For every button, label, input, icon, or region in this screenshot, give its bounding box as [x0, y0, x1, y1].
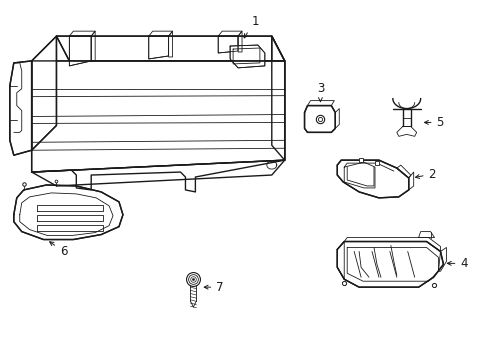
Text: 7: 7: [204, 281, 224, 294]
Polygon shape: [149, 36, 169, 59]
Polygon shape: [305, 105, 335, 132]
Polygon shape: [32, 61, 285, 172]
Text: 4: 4: [447, 257, 468, 270]
Polygon shape: [337, 242, 443, 287]
Polygon shape: [337, 160, 409, 198]
Polygon shape: [32, 36, 56, 150]
Text: 5: 5: [424, 116, 444, 129]
Text: 3: 3: [317, 82, 324, 102]
Polygon shape: [10, 61, 32, 155]
Polygon shape: [272, 36, 285, 160]
Polygon shape: [56, 36, 285, 61]
Text: 1: 1: [244, 15, 259, 38]
Polygon shape: [14, 185, 123, 239]
Polygon shape: [230, 45, 265, 68]
Text: 6: 6: [49, 242, 67, 258]
Polygon shape: [218, 36, 238, 53]
Polygon shape: [70, 36, 91, 66]
Text: 2: 2: [416, 167, 436, 181]
